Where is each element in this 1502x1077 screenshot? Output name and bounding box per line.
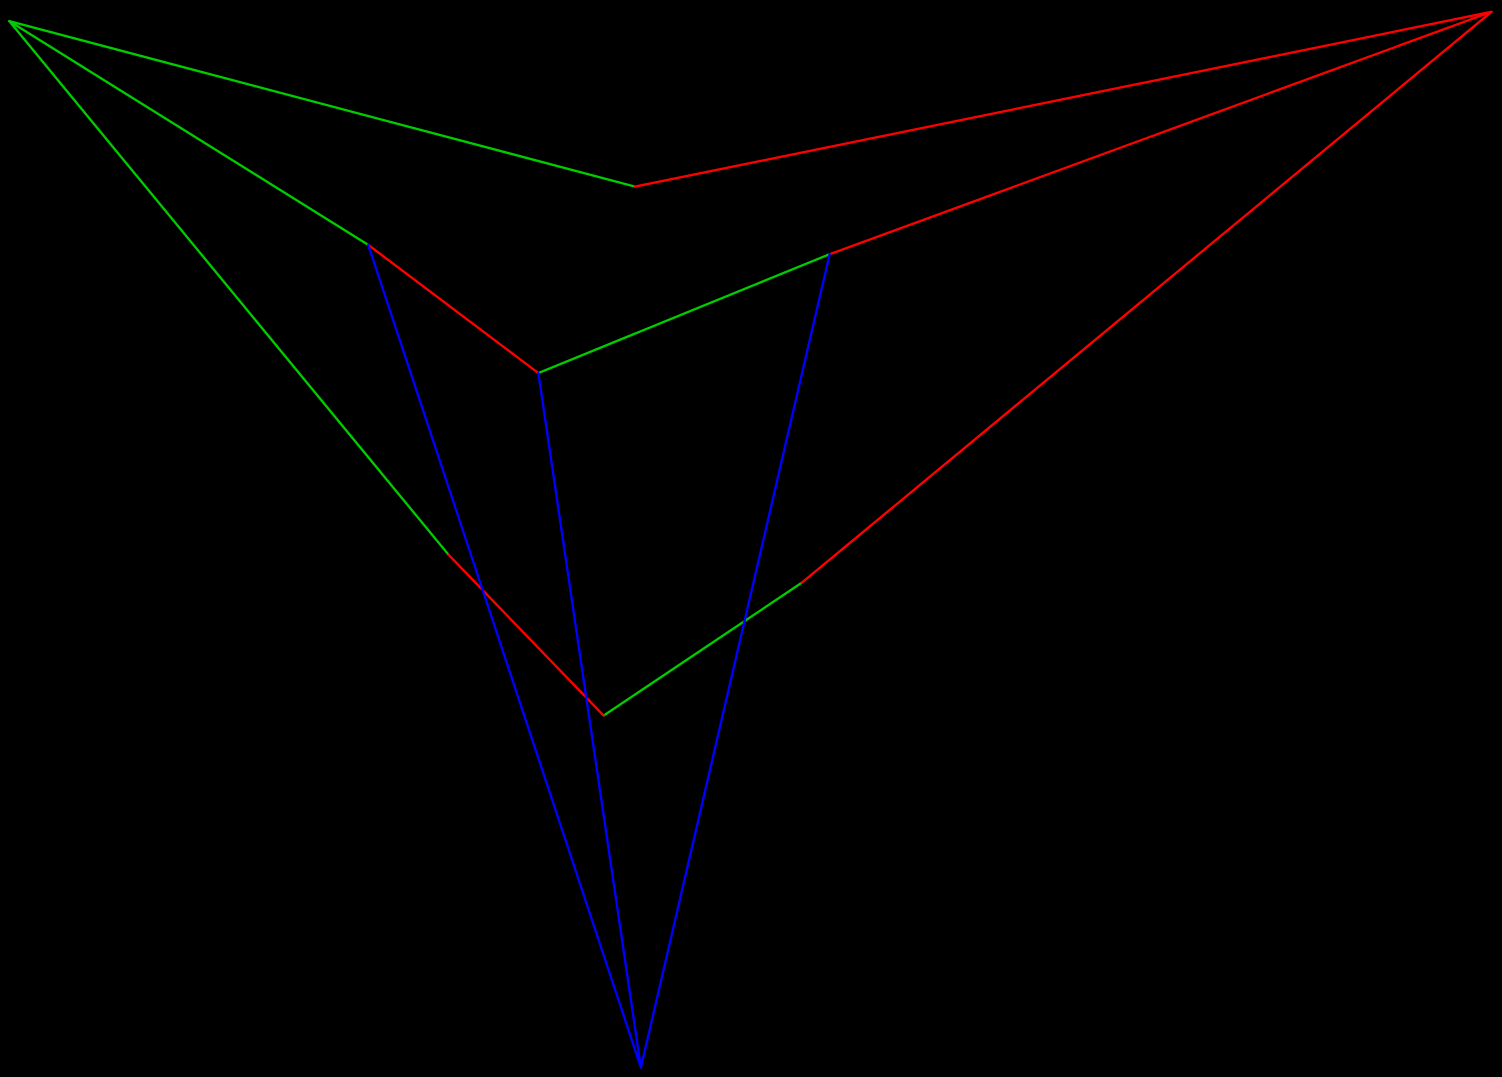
edge-red-6 [635, 12, 1491, 187]
edge-green-3 [538, 254, 829, 373]
edge-red-8 [368, 245, 538, 373]
edge-green-1 [9, 21, 635, 186]
perspective-diagram [0, 0, 1502, 1077]
edge-blue-10 [538, 373, 641, 1067]
edge-red-9 [449, 555, 604, 716]
edge-blue-11 [368, 245, 641, 1068]
edge-red-5 [830, 12, 1492, 254]
edge-blue-12 [641, 254, 830, 1067]
edge-green-4 [604, 583, 802, 716]
edge-green-0 [9, 21, 368, 245]
edge-red-7 [802, 12, 1492, 583]
